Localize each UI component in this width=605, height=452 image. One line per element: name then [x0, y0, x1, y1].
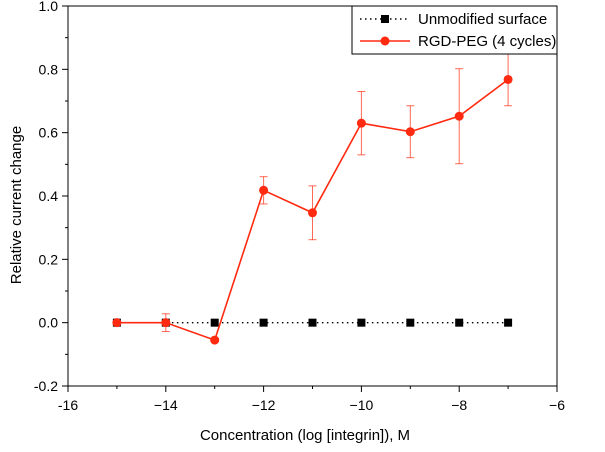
data-point — [259, 185, 269, 195]
data-point — [210, 318, 219, 327]
legend-label: Unmodified surface — [418, 11, 547, 28]
data-point — [454, 111, 464, 121]
y-tick-label: 0.2 — [39, 251, 59, 267]
y-tick-label: 1.0 — [39, 0, 59, 14]
y-tick-label: 0.0 — [39, 315, 59, 331]
data-point — [308, 208, 317, 218]
data-point — [357, 318, 366, 327]
legend-marker — [380, 36, 390, 46]
data-point — [406, 318, 415, 327]
y-axis-title: Relative current change — [8, 126, 25, 284]
data-point — [161, 318, 171, 328]
x-tick-label: −8 — [451, 397, 467, 413]
data-point — [503, 74, 513, 84]
x-tick-label: −6 — [549, 397, 565, 413]
x-tick-label: −14 — [154, 397, 178, 413]
y-tick-label: -0.2 — [34, 378, 58, 394]
data-point — [210, 335, 220, 345]
y-tick-label: 0.6 — [39, 125, 59, 141]
data-point — [455, 318, 464, 327]
x-tick-label: -16 — [58, 397, 78, 413]
data-point — [112, 318, 122, 328]
x-tick-label: −10 — [350, 397, 374, 413]
data-point — [356, 118, 366, 128]
data-point — [259, 318, 268, 327]
x-axis-title: Concentration (log [integrin]), M — [200, 427, 410, 444]
x-tick-label: −12 — [252, 397, 276, 413]
data-point — [504, 318, 513, 327]
data-point — [405, 127, 415, 137]
y-tick-label: 0.4 — [39, 188, 59, 204]
legend-marker — [381, 15, 389, 23]
legend-label: RGD-PEG (4 cycles) — [418, 33, 556, 50]
data-point — [308, 318, 317, 327]
y-tick-label: 0.8 — [39, 61, 59, 77]
legend-box — [351, 5, 558, 55]
